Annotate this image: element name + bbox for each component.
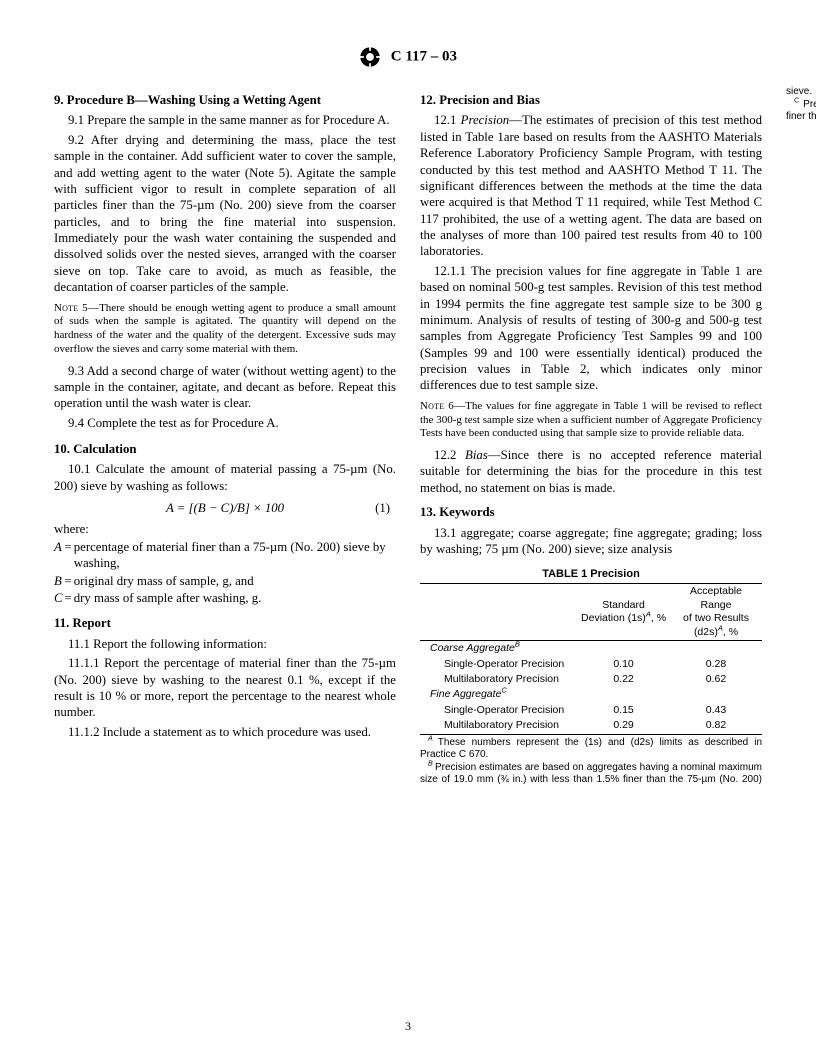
table-row: Multilaboratory Precision 0.29 0.82 [420, 718, 762, 734]
equation-1-expr: A = [(B − C)/B] × 100 [166, 501, 284, 515]
group-coarse: Coarse AggregateB [420, 641, 762, 657]
para-9-4: 9.4 Complete the test as for Procedure A… [54, 415, 396, 431]
para-9-1: 9.1 Prepare the sample in the same manne… [54, 112, 396, 128]
def-C: dry mass of sample after washing, g. [74, 590, 396, 607]
variable-definitions: A=percentage of material finer than a 75… [54, 539, 396, 608]
para-12-1-1: 12.1.1 The precision values for fine agg… [420, 263, 762, 394]
section-10-heading: 10. Calculation [54, 441, 396, 457]
table-1-title: TABLE 1 Precision [420, 567, 762, 581]
precision-label: Precision [461, 113, 510, 127]
para-9-3: 9.3 Add a second charge of water (withou… [54, 363, 396, 412]
note-5-label: Note 5— [54, 302, 99, 314]
para-13-1: 13.1 aggregate; coarse aggregate; fine a… [420, 525, 762, 558]
def-B: original dry mass of sample, g, and [74, 573, 396, 590]
para-11-1-2: 11.1.2 Include a statement as to which p… [54, 724, 396, 740]
note-6-label: Note 6— [420, 400, 465, 412]
group-fine: Fine AggregateC [420, 687, 762, 702]
page-header: C 117 – 03 [54, 46, 762, 68]
table-row: Multilaboratory Precision 0.22 0.62 [420, 672, 762, 687]
content-columns: 9. Procedure B—Washing Using a Wetting A… [54, 86, 762, 796]
def-A: percentage of material finer than a 75-µ… [74, 539, 396, 573]
note-5: Note 5—There should be enough wetting ag… [54, 302, 396, 357]
page-number: 3 [0, 1019, 816, 1034]
para-9-2: 9.2 After drying and determining the mas… [54, 132, 396, 296]
note-6: Note 6—The values for fine aggregate in … [420, 400, 762, 441]
note-6-text: The values for fine aggregate in Table 1… [420, 400, 762, 440]
para-11-1-1: 11.1.1 Report the percentage of material… [54, 655, 396, 721]
table-row: Single-Operator Precision 0.15 0.43 [420, 703, 762, 718]
equation-1: A = [(B − C)/B] × 100 (1) [54, 500, 396, 516]
para-12-2: 12.2 Bias—Since there is no accepted ref… [420, 447, 762, 496]
section-13-heading: 13. Keywords [420, 504, 762, 520]
section-12-heading: 12. Precision and Bias [420, 92, 762, 108]
table-row: Single-Operator Precision 0.10 0.28 [420, 657, 762, 672]
table-1-precision: Standard Deviation (1s)A, % Acceptable R… [420, 583, 762, 734]
section-9-heading: 9. Procedure B—Washing Using a Wetting A… [54, 92, 396, 108]
para-12-1: 12.1 Precision—The estimates of precisio… [420, 112, 762, 259]
para-10-1: 10.1 Calculate the amount of material pa… [54, 461, 396, 494]
note-5-text: There should be enough wetting agent to … [54, 302, 396, 355]
para-11-1: 11.1 Report the following information: [54, 636, 396, 652]
astm-logo-icon [359, 46, 381, 68]
equation-1-number: (1) [375, 500, 390, 516]
bias-label: Bias [465, 448, 488, 462]
where-label: where: [54, 521, 396, 537]
section-11-heading: 11. Report [54, 615, 396, 631]
standard-designation: C 117 – 03 [391, 48, 457, 64]
